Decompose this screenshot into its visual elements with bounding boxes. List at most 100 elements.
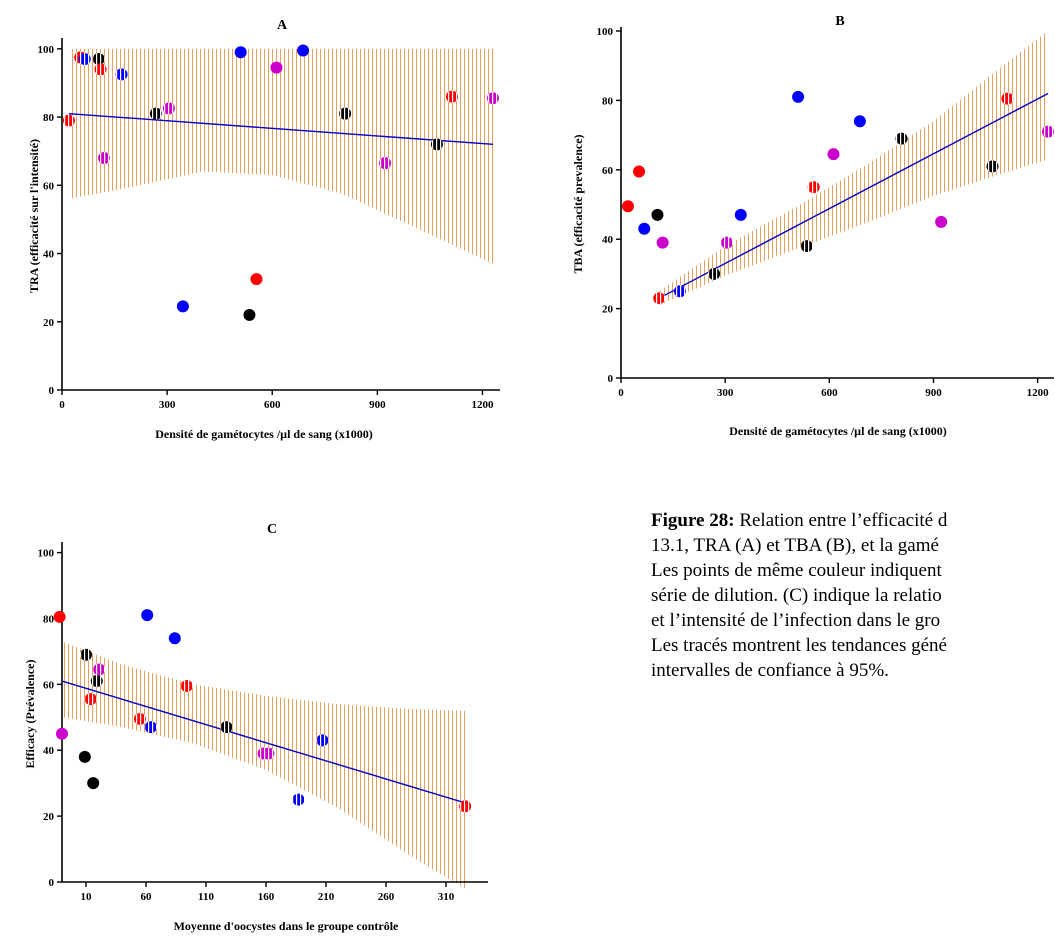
panel-c-data-point: [80, 648, 92, 661]
panel-b-data-point: [827, 148, 840, 161]
caption-line-3: Les points de même couleur indiquent: [651, 560, 942, 581]
caption-line-6: Les tracés montrent les tendances géné: [651, 635, 947, 656]
panel-b-data-point: [792, 90, 805, 103]
panel-a-x-tick-label: 900: [369, 399, 386, 411]
panel-a-data-point: [115, 68, 128, 81]
panel-c-y-tick-label: 60: [43, 679, 55, 691]
panel-a-data-point: [445, 90, 458, 103]
panel-b-data-point: [651, 208, 664, 221]
panel-a-data-point: [243, 308, 256, 321]
panel-b-data-point: [853, 115, 866, 128]
panel-c-trend-line: [61, 680, 466, 804]
panel-c-data-point: [292, 793, 305, 806]
panel-a-y-tick-label: 60: [43, 180, 55, 192]
panel-b-data-point: [935, 215, 948, 228]
panel-c-x-tick-label: 310: [438, 891, 455, 903]
panel-a-data-point: [297, 44, 310, 57]
panel-c-data-point: [141, 609, 154, 622]
panel-b-title: B: [835, 14, 844, 29]
panel-c-data-point: [459, 800, 472, 813]
panel-b-y-axis-label: TBA (efficacité prevalence): [571, 134, 585, 273]
panel-a-x-axis-label: Densité de gamétocytes /µl de sang (x100…: [155, 427, 373, 441]
panel-c-data-point: [90, 675, 103, 688]
panel-a-y-tick-label: 20: [43, 317, 55, 329]
caption-label: Figure 28:: [651, 510, 735, 531]
panel-c-y-tick-label: 100: [38, 548, 55, 560]
panel-c-data-point: [262, 747, 275, 760]
panel-b-trend-line: [658, 92, 1049, 299]
panel-b-data-point: [1042, 125, 1055, 138]
panel-b-data-point: [674, 285, 687, 298]
panel-b-confidence-band: [659, 31, 1049, 306]
panel-a-data-point: [63, 114, 76, 127]
panel-a-data-point: [162, 102, 175, 115]
caption-line-7: intervalles de confiance à 95%.: [651, 660, 889, 681]
panel-b-data-point: [807, 181, 820, 194]
panel-a-x-tick-label: 300: [159, 399, 176, 411]
caption-line-5: et l’intensité de l’infection dans le gr…: [651, 610, 941, 631]
panel-c-x-axis-label: Moyenne d'oocystes dans le groupe contrô…: [174, 919, 399, 933]
panel-c-confidence-band: [62, 641, 466, 889]
panel-a-x-tick-label: 1200: [471, 399, 494, 411]
panel-b-data-point: [656, 236, 669, 249]
panel-b-y-tick-label: 60: [602, 165, 614, 177]
panel-b-x-tick-label: 0: [618, 387, 624, 399]
panel-b-data-point: [653, 292, 666, 305]
panel-a-data-point: [379, 157, 392, 170]
panel-a-data-point: [250, 273, 263, 286]
panel-a-y-tick-label: 100: [38, 44, 55, 56]
panel-b-y-tick-label: 80: [602, 95, 614, 107]
panel-a-y-axis-label: TRA (efficacité sur l'intensité): [27, 139, 41, 293]
panel-c-data-point: [168, 632, 181, 645]
panel-a-data-point: [149, 107, 162, 120]
chart-panel-c: 0 20 40 60 80 100 10 60 110 160 210 260 310 C Moyenne …: [23, 522, 488, 933]
panel-b-data-point: [895, 132, 908, 145]
panel-b-data-point: [720, 236, 733, 249]
panel-a-y-tick-label: 40: [43, 249, 55, 261]
panel-b-x-tick-label: 300: [717, 387, 734, 399]
panel-c-data-point: [87, 777, 100, 790]
panel-a-data-point: [486, 92, 499, 105]
panel-a-y-tick-label: 80: [43, 112, 55, 124]
panel-a-data-point: [92, 53, 105, 66]
panel-a-x-tick-label: 0: [59, 399, 65, 411]
panel-b-data-point: [1001, 92, 1014, 105]
panel-b-data-point: [708, 267, 721, 280]
panel-c-data-point: [316, 734, 329, 747]
chart-panel-b: 0 20 40 60 80 100 0 300 600 900 1200 B Densité de ga…: [571, 14, 1055, 438]
chart-panel-a: 0 20 40 60 80 100 0 300 600 900 1200 A Densité de ga…: [27, 18, 500, 441]
panel-b-x-axis-label: Densité de gamétocytes /µl de sang (x100…: [729, 424, 947, 438]
panel-c-y-tick-label: 0: [49, 877, 55, 889]
panel-c-y-tick-label: 20: [43, 811, 55, 823]
panel-c-x-tick-label: 210: [318, 891, 335, 903]
panel-c-data-point: [53, 610, 66, 623]
panel-b-data-point: [638, 222, 651, 235]
panel-b-data-point: [621, 200, 634, 213]
panel-c-data-point: [56, 727, 68, 740]
panel-c-data-point: [93, 663, 106, 676]
panel-a-trend-line: [68, 112, 494, 146]
panel-c-title: C: [267, 522, 277, 537]
panel-b-x-tick-label: 600: [821, 387, 838, 399]
panel-a-data-point: [176, 300, 189, 313]
panel-c-x-tick-label: 110: [198, 891, 214, 903]
panel-c-x-tick-label: 60: [141, 891, 153, 903]
panel-b-data-point: [800, 240, 813, 253]
panel-a-data-point: [94, 63, 107, 76]
panel-b-x-tick-label: 1200: [1027, 387, 1050, 399]
panel-b-y-tick-label: 20: [602, 304, 614, 316]
caption-line-2: 13.1, TRA (A) et TBA (B), et la gamé: [651, 535, 939, 556]
panel-c-data-point: [180, 680, 193, 692]
panel-a-title: A: [277, 18, 288, 33]
panel-a-data-point: [98, 152, 111, 164]
figure-caption: Figure 28: Relation entre l’efficacité d…: [651, 508, 1055, 683]
panel-a-y-tick-label: 0: [49, 385, 55, 397]
caption-line-4: série de dilution. (C) indique la relati…: [651, 585, 942, 606]
panel-c-y-tick-label: 40: [43, 745, 55, 757]
panel-b-data-point: [986, 160, 999, 173]
panel-b-data-point: [633, 165, 646, 178]
panel-c-x-tick-label: 10: [81, 891, 93, 903]
panel-b-y-tick-label: 40: [602, 234, 614, 246]
panel-c-x-tick-label: 260: [378, 891, 395, 903]
